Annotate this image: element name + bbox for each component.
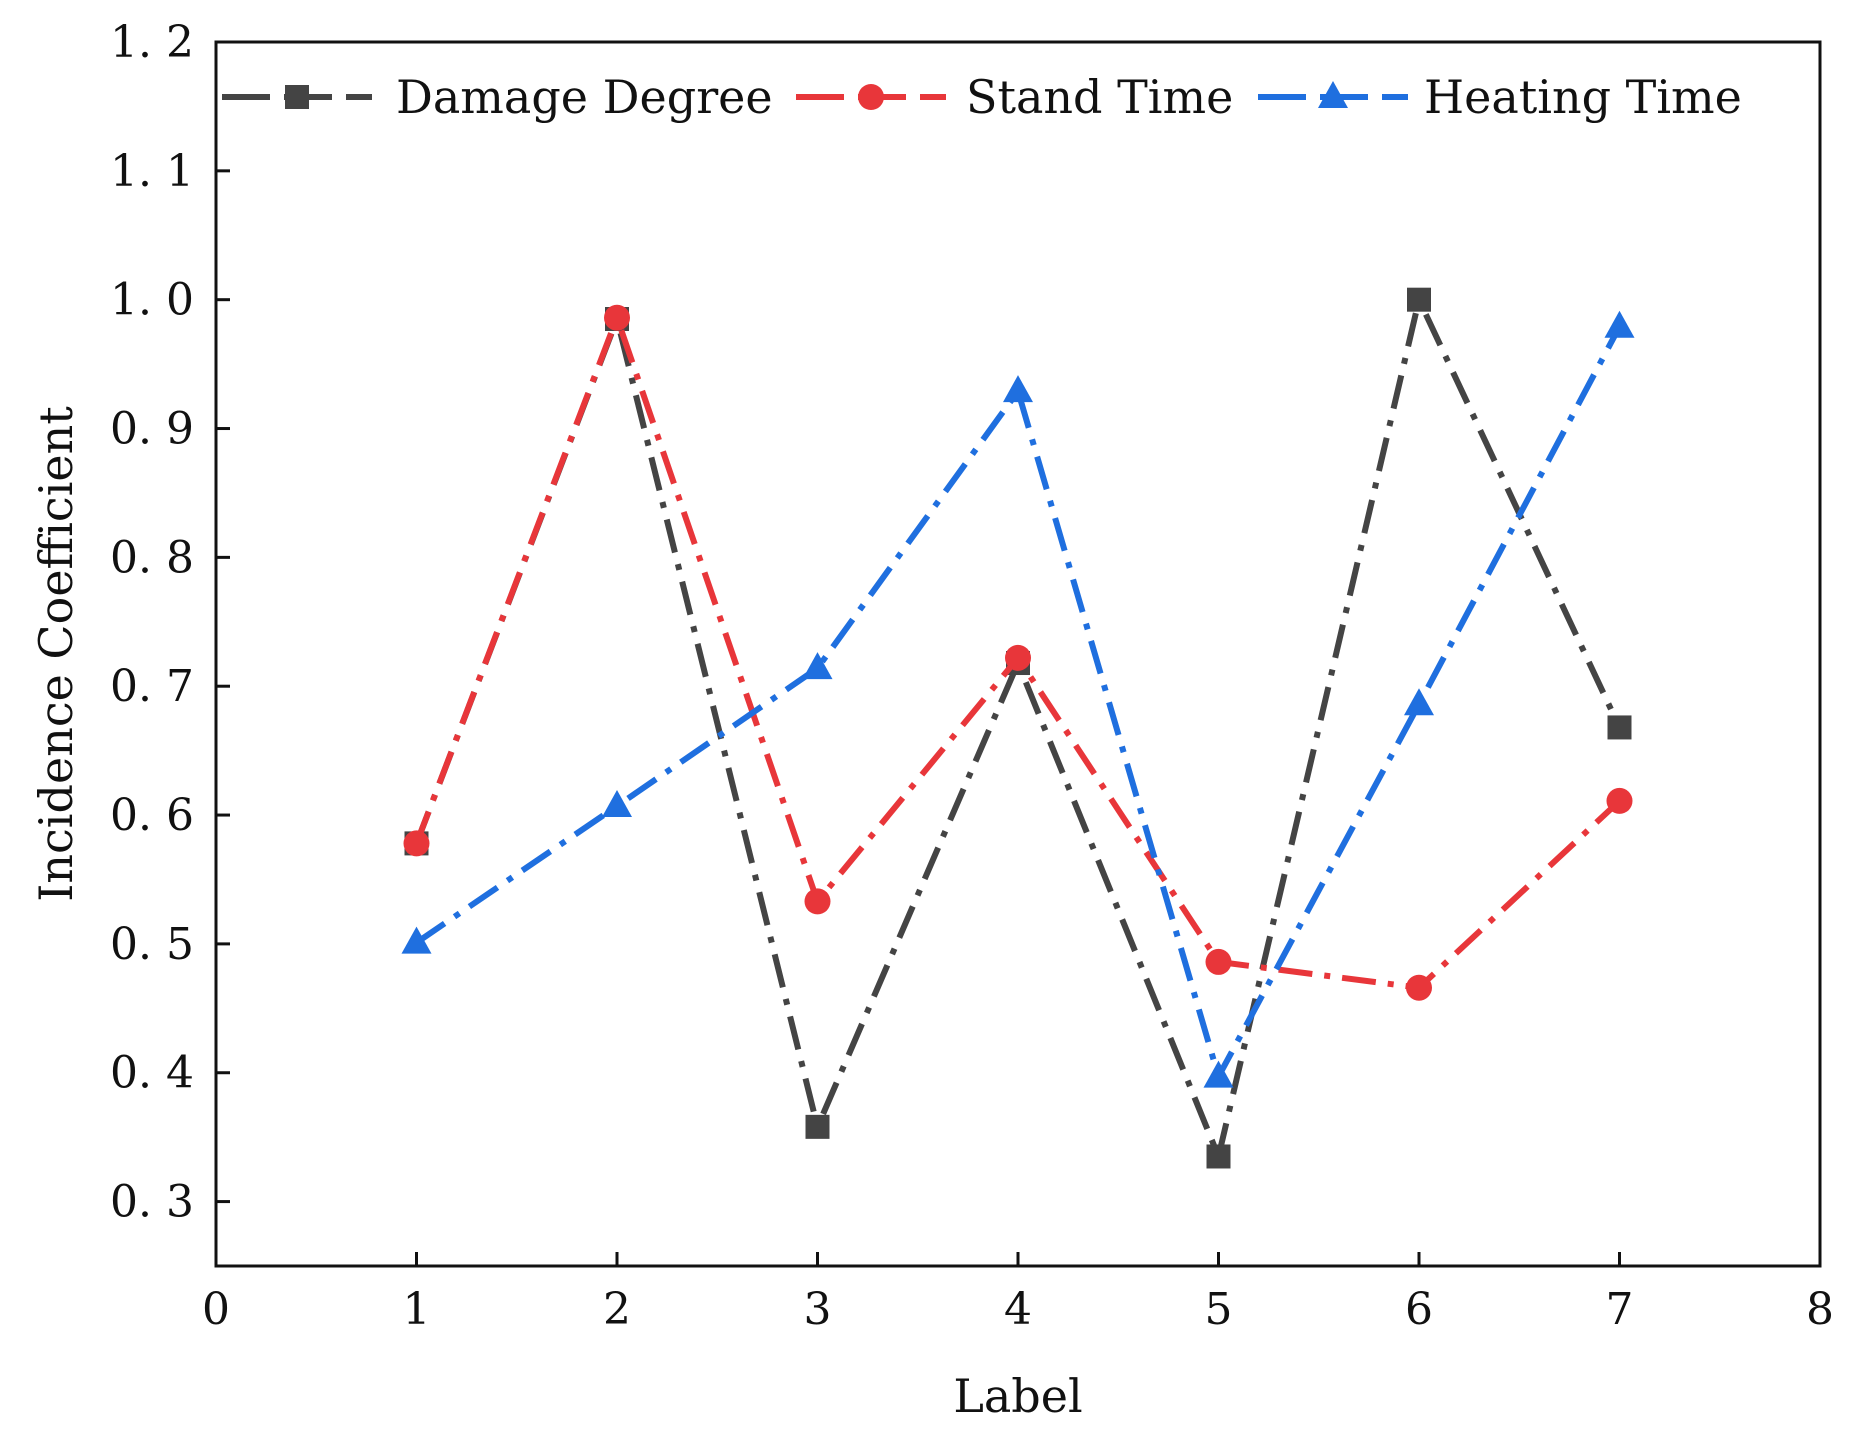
y-tick-label-4: 0. 7: [110, 661, 194, 712]
legend-item-heating-time: Heating Time: [1258, 70, 1742, 124]
data-point-stand-time-7: [1606, 787, 1633, 814]
series-line-damage-degree: [413, 296, 1623, 1160]
series-stand-time: [403, 304, 1633, 1001]
plot-area: [401, 287, 1635, 1169]
legend-item-stand-time: Stand Time: [796, 70, 1233, 124]
y-tick-label-1: 0. 4: [110, 1048, 194, 1099]
x-tick-label-6: 6: [1405, 1284, 1433, 1335]
series-damage-degree: [404, 287, 1632, 1169]
y-tick-label-3: 0. 6: [110, 790, 194, 841]
data-point-stand-time-6: [1406, 974, 1432, 1001]
series-heating-time: [401, 310, 1635, 1088]
data-point-stand-time-3: [804, 888, 831, 915]
legend-item-damage-degree: Damage Degree: [222, 70, 773, 124]
data-point-damage-degree-7: [1607, 715, 1632, 740]
data-point-heating-time-5: [1203, 1060, 1234, 1088]
data-point-stand-time-5: [1205, 948, 1232, 975]
y-tick-label-9: 1. 2: [110, 17, 194, 68]
legend-label-heating-time: Heating Time: [1424, 70, 1742, 124]
x-tick-label-0: 0: [202, 1284, 230, 1335]
y-tick-label-5: 0. 8: [110, 532, 194, 583]
data-point-stand-time-4: [1005, 644, 1031, 671]
x-tick-label-7: 7: [1606, 1284, 1634, 1335]
y-tick-label-7: 1. 0: [110, 275, 194, 326]
data-point-heating-time-4: [1003, 375, 1033, 403]
data-point-heating-time-3: [802, 652, 833, 680]
y-tick-label-8: 1. 1: [110, 146, 194, 197]
x-tick-label-1: 1: [403, 1284, 431, 1335]
y-tick-label-2: 0. 5: [110, 919, 194, 970]
data-point-damage-degree-6: [1407, 287, 1431, 312]
legend-marker-heating-time: [1318, 81, 1348, 108]
series-line-heating-time: [414, 325, 1623, 1080]
legend: Damage Degree Stand Time Heating Time: [222, 70, 1742, 124]
data-point-damage-degree-5: [1206, 1144, 1231, 1169]
data-point-heating-time-6: [1404, 688, 1434, 716]
y-axis-title: Incidence Coefficient: [29, 406, 83, 902]
data-point-damage-degree-3: [805, 1114, 830, 1139]
legend-label-stand-time: Stand Time: [966, 70, 1233, 124]
y-tick-label-0: 0. 3: [110, 1177, 194, 1228]
legend-marker-damage-degree: [285, 85, 309, 109]
data-point-heating-time-2: [602, 790, 632, 818]
axes: 0 1 2 3 4 5 6 7 8 0. 3 0. 4 0. 5 0. 6 0. 7 0. 8 0. 9 1. …: [29, 17, 1834, 1423]
x-tick-label-4: 4: [1004, 1284, 1032, 1335]
x-tick-label-5: 5: [1205, 1284, 1233, 1335]
legend-marker-stand-time: [858, 84, 884, 110]
x-tick-label-2: 2: [603, 1284, 631, 1335]
x-axis-title: Label: [953, 1369, 1082, 1423]
data-point-stand-time-1: [403, 830, 430, 857]
legend-label-damage-degree: Damage Degree: [396, 70, 773, 124]
data-point-heating-time-1: [401, 926, 432, 954]
x-tick-label-8: 8: [1806, 1284, 1834, 1335]
data-point-stand-time-2: [604, 304, 630, 331]
data-point-heating-time-7: [1604, 310, 1635, 338]
y-tick-label-6: 0. 9: [110, 404, 194, 455]
x-tick-label-3: 3: [804, 1284, 832, 1335]
